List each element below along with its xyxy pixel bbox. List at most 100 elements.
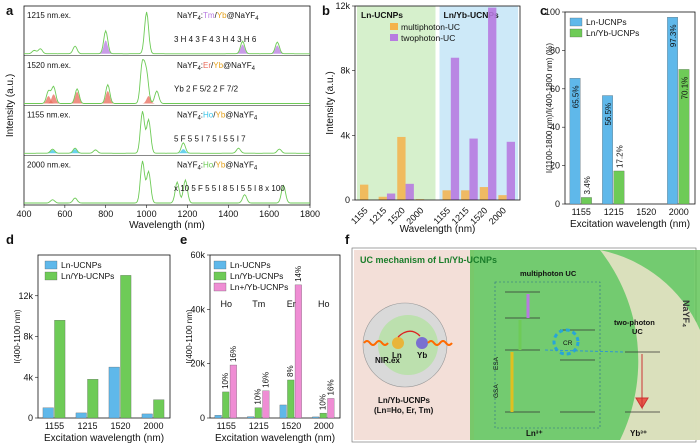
excitation-label: 1155 nm.ex. xyxy=(27,111,70,120)
percent-label: 10% xyxy=(254,389,263,405)
y-tick-label: 60k xyxy=(190,250,205,260)
filled-emission-peak xyxy=(234,44,251,54)
filled-emission-peak xyxy=(40,96,57,104)
y-tick-label: 0 xyxy=(555,199,560,209)
y-tick-label: 100 xyxy=(545,7,560,17)
energy-transfer-arrow xyxy=(397,330,421,338)
x-tick-label: 1520 xyxy=(636,207,656,217)
twophoton-uc-label: two-photon xyxy=(614,318,655,327)
nir-excitation-wave xyxy=(363,340,389,346)
legend-label: Ln/Yb-UCNPs xyxy=(586,28,639,38)
filled-emission-peak xyxy=(99,91,116,104)
y-axis-title: Intensity (a.u.) xyxy=(325,71,336,134)
filled-emission-peak xyxy=(269,45,286,54)
panel-label-e: e xyxy=(180,232,187,247)
bar-multiphoton xyxy=(360,184,369,200)
schematic-shell-region xyxy=(600,250,700,440)
bar-twophoton xyxy=(450,57,460,200)
x-axis-title: Wavelength (nm) xyxy=(400,224,476,235)
x-tick-label: 1155 xyxy=(217,421,236,431)
emission-wave xyxy=(427,340,453,346)
formula-label: NaYF4:Ho/Yb@NaYF4 xyxy=(177,111,258,122)
yb-ion-label: Yb³⁺ xyxy=(630,429,647,438)
bar-lnucnps xyxy=(569,78,581,205)
bar-twophoton xyxy=(469,138,478,200)
schematic-title: UC mechanism of Ln/Yb-UCNPs xyxy=(360,255,497,265)
ln-ion-label: Ln³⁺ xyxy=(526,429,543,438)
filled-emission-peak xyxy=(68,91,86,104)
legend-swatch xyxy=(44,271,58,281)
y-tick-label: 4k xyxy=(23,372,33,382)
x-axis-title: Excitation wavelength (nm) xyxy=(215,433,335,444)
bar-twophoton xyxy=(386,193,396,200)
y-axis-title: Intensity (a.u.) xyxy=(5,74,16,137)
legend-label: Ln/Yb-UCNPs xyxy=(61,271,114,281)
x-axis-title: Wavelength (nm) xyxy=(129,220,205,231)
bar-lnybucnps xyxy=(254,407,262,419)
filled-emission-peak xyxy=(97,40,114,54)
spectrum-line xyxy=(24,59,310,104)
bar-lnucnps xyxy=(279,404,287,419)
bar-multiphoton xyxy=(498,195,507,200)
legend-label: Ln-UCNPs xyxy=(586,17,627,27)
y-tick-label: 60 xyxy=(550,84,560,94)
x-tick-label: 2000 xyxy=(143,421,163,431)
ln-ion-dot xyxy=(392,337,404,349)
filled-emission-peak xyxy=(140,96,157,104)
filled-emission-peak xyxy=(175,149,192,154)
spectrum-line xyxy=(24,111,310,154)
data-label: 17.2% xyxy=(615,145,624,168)
bar-lnybucnps xyxy=(229,364,237,419)
filled-emission-peak xyxy=(45,94,62,104)
legend-swatch xyxy=(213,271,227,281)
upconversion-arrows xyxy=(510,294,649,412)
bar-lnybucnps xyxy=(287,379,295,419)
panel-label-a: a xyxy=(6,3,14,18)
spectrum-line xyxy=(24,11,310,55)
legend-swatch xyxy=(44,260,58,270)
bar-twophoton xyxy=(506,141,515,200)
x-tick-label: 1215 xyxy=(367,205,388,226)
data-label: 97.3% xyxy=(669,24,678,47)
panel-label-b: b xyxy=(322,3,330,18)
x-axis-title: Excitation wavelength (nm) xyxy=(44,433,164,444)
transition-annotations: 5 F 5 5 I 7 5 I 5 5 I 7 xyxy=(174,134,246,143)
bar-lnybucnps xyxy=(294,284,302,419)
legend-swatch-twophoton xyxy=(390,34,398,41)
x-tick-label: 1215 xyxy=(77,421,97,431)
panel-c-frame xyxy=(564,11,696,205)
percent-label: 16% xyxy=(229,346,238,362)
x-tick-label: 2000 xyxy=(314,421,334,431)
np-sublabel: (Ln=Ho, Er, Tm) xyxy=(374,406,434,415)
panel-label-c: c xyxy=(540,3,547,18)
legend-label: Ln-UCNPs xyxy=(230,260,271,270)
legend-swatch xyxy=(213,260,227,270)
percent-label: 10% xyxy=(221,373,230,389)
x-tick-label: 600 xyxy=(57,209,72,219)
x-tick-label: 1215 xyxy=(604,207,624,217)
legend-swatch xyxy=(569,17,583,27)
legend-label: Ln-UCNPs xyxy=(61,260,102,270)
bar-multiphoton xyxy=(378,196,387,200)
legend-label: Ln/Yb-UCNPs xyxy=(230,271,283,281)
panel-b-frame xyxy=(354,5,521,201)
nanoparticle-core xyxy=(378,315,438,375)
y-tick-label: 40k xyxy=(190,304,205,314)
panel-a-spectra: 1215 nm.ex. NaYF4:Tm/Yb@NaYF4 3 H 4 3 F 4 … xyxy=(5,5,320,231)
ion-label: Ho xyxy=(220,299,232,309)
spectrum-line xyxy=(24,160,310,204)
percent-label: 16% xyxy=(326,379,335,395)
x-tick-label: 1155 xyxy=(572,207,591,217)
bar-lnybucnps xyxy=(262,390,270,419)
legend-label: twophoton-UC xyxy=(401,33,455,43)
x-tick-label: 1600 xyxy=(259,209,279,219)
bar-lnybucnps xyxy=(120,275,132,419)
formula-label: NaYF4:Er/Yb@NaYF4 xyxy=(177,61,256,72)
excitation-label: 2000 nm.ex. xyxy=(27,160,71,169)
x-axis-title: Excitation wavelength (nm) xyxy=(570,219,690,230)
bar-multiphoton xyxy=(461,190,470,200)
y-tick-label: 40 xyxy=(550,122,560,132)
bar-lnucnps xyxy=(602,95,613,205)
x-tick-label: 1155 xyxy=(45,421,64,431)
data-label: 3.4% xyxy=(583,176,592,194)
